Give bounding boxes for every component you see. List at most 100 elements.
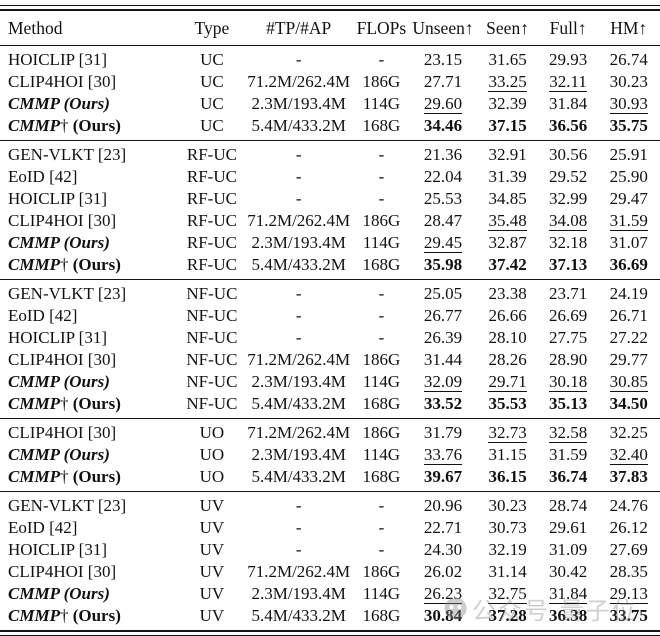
metric-value: 30.84 (423, 606, 463, 625)
metric-value: 32.75 (488, 584, 527, 604)
params-cell: 5.4M/433.2M (244, 115, 353, 141)
params-cell: 71.2M/262.4M (244, 349, 353, 371)
flops-cell: 168G (353, 605, 410, 630)
metric-cell: 29.45 (410, 232, 477, 254)
metric-cell: 31.09 (539, 539, 598, 561)
metric-value: 32.87 (488, 233, 527, 252)
table-row: CMMP (Ours) UV 2.3M/193.4M 114G 26.23 32.75 31… (0, 583, 660, 605)
flops-cell: 186G (353, 561, 410, 583)
params-cell-text: 2.3M/193.4M (251, 445, 346, 464)
metric-cell: 31.65 (476, 46, 539, 72)
params-cell-text: 71.2M/262.4M (247, 211, 351, 230)
type-cell: UC (180, 71, 245, 93)
method-text: † (59, 606, 69, 625)
flops-cell: 186G (353, 419, 410, 445)
table-row: GEN-VLKT [23] NF-UC - - 25.05 23.38 23.71 24.19 (0, 280, 660, 306)
type-cell: UV (180, 605, 245, 630)
metric-cell: 32.73 (476, 419, 539, 445)
metric-value: 30.18 (548, 372, 588, 392)
metric-cell: 32.99 (539, 188, 598, 210)
type-cell-text: UO (199, 445, 225, 464)
metric-cell: 31.59 (597, 210, 660, 232)
metric-cell: 34.46 (410, 115, 477, 141)
method-text: EoID [42] (8, 167, 78, 186)
metric-value: 31.07 (609, 233, 648, 252)
metric-cell: 30.85 (597, 371, 660, 393)
method-text: HOICLIP [31] (8, 540, 107, 559)
metric-value: 39.67 (423, 467, 463, 486)
metric-value: 26.39 (423, 328, 463, 347)
flops-cell-text: 168G (362, 467, 401, 486)
params-cell: 2.3M/193.4M (244, 93, 353, 115)
flops-cell: - (353, 46, 410, 72)
table-row: CMMP† (Ours) UO 5.4M/433.2M 168G 39.67 36.15 3… (0, 466, 660, 492)
metric-cell: 32.18 (539, 232, 598, 254)
flops-cell-text: 168G (362, 606, 401, 625)
type-cell-text: UV (199, 606, 225, 625)
flops-cell: - (353, 539, 410, 561)
metric-value: 32.58 (548, 423, 588, 443)
metric-cell: 28.10 (476, 327, 539, 349)
metric-value: 26.69 (548, 306, 588, 325)
metric-cell: 32.09 (410, 371, 477, 393)
flops-cell-text: 186G (362, 423, 401, 442)
metric-cell: 26.77 (410, 305, 477, 327)
method-cell: CMMP (Ours) (0, 371, 180, 393)
metric-value: 35.98 (423, 255, 463, 274)
metric-cell: 29.52 (539, 166, 598, 188)
type-cell: RF-UC (180, 188, 245, 210)
metric-cell: 29.60 (410, 93, 477, 115)
flops-cell-text: 168G (362, 116, 401, 135)
metric-value: 33.25 (488, 72, 527, 92)
type-cell-text: UO (199, 423, 225, 442)
flops-cell-text: 186G (362, 562, 401, 581)
metric-value: 26.71 (609, 306, 648, 325)
method-cell: CMMP† (Ours) (0, 605, 180, 630)
type-cell-text: RF-UC (186, 233, 237, 252)
metric-cell: 23.15 (410, 46, 477, 72)
metric-value: 30.42 (548, 562, 588, 581)
flops-cell: 168G (353, 466, 410, 492)
flops-cell-text: 168G (362, 394, 401, 413)
flops-cell: 168G (353, 393, 410, 419)
metric-cell: 32.11 (539, 71, 598, 93)
method-cell: HOICLIP [31] (0, 327, 180, 349)
method-text: CMMP (Ours) (8, 94, 110, 113)
flops-cell-text: 186G (362, 72, 401, 91)
table-bottom-rule (0, 630, 660, 636)
method-cell: EoID [42] (0, 517, 180, 539)
metric-value: 33.75 (609, 606, 648, 625)
params-cell-text: - (295, 50, 302, 69)
method-text: CMMP (8, 255, 60, 274)
table-row: CLIP4HOI [30] UO 71.2M/262.4M 186G 31.79 32.7… (0, 419, 660, 445)
metric-value: 29.61 (548, 518, 588, 537)
method-text: CMMP (8, 606, 60, 625)
metric-cell: 35.75 (597, 115, 660, 141)
metric-value: 32.40 (609, 445, 648, 465)
type-cell: UC (180, 46, 245, 72)
metric-value: 29.13 (609, 584, 648, 604)
metric-value: 27.75 (548, 328, 588, 347)
table-row: GEN-VLKT [23] UV - - 20.96 30.23 28.74 24.76 (0, 492, 660, 518)
metric-value: 26.23 (423, 584, 463, 604)
type-cell: NF-UC (180, 393, 245, 419)
metric-value: 30.85 (609, 372, 648, 392)
metric-value: 35.75 (609, 116, 648, 135)
metric-value: 24.19 (609, 284, 648, 303)
metric-cell: 27.22 (597, 327, 660, 349)
type-cell: UV (180, 517, 245, 539)
params-cell: - (244, 280, 353, 306)
flops-cell-text: 186G (362, 211, 401, 230)
flops-cell: 186G (353, 210, 410, 232)
flops-cell-text: - (378, 189, 385, 208)
method-cell: EoID [42] (0, 166, 180, 188)
metric-value: 23.15 (423, 50, 463, 69)
metric-cell: 36.15 (476, 466, 539, 492)
type-cell: UO (180, 419, 245, 445)
metric-cell: 37.83 (597, 466, 660, 492)
flops-cell: - (353, 188, 410, 210)
params-cell: - (244, 305, 353, 327)
metric-cell: 25.05 (410, 280, 477, 306)
table-header: Method Type #TP/#AP FLOPs Unseen↑ Seen↑ Full↑ H… (0, 11, 660, 46)
metric-value: 29.71 (488, 372, 527, 392)
